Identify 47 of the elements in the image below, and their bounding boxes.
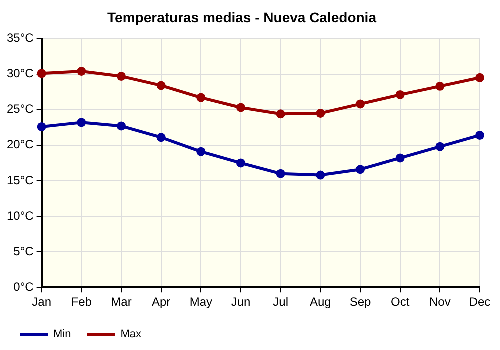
point [236,103,246,112]
point [156,81,166,90]
point [396,90,405,100]
point [156,133,166,142]
legend-label: Max [120,328,142,341]
y-tick-label: 15°C [7,173,34,188]
point [37,69,46,78]
point [436,82,445,91]
x-tick-label: Apr [152,295,171,310]
point [236,158,246,168]
point [316,108,326,118]
y-tick-label: 30°C [7,66,34,81]
x-tick-label: Feb [71,295,92,310]
x-tick-label: Oct [390,295,410,310]
point [196,147,206,156]
point [396,154,405,163]
point [476,73,484,82]
legend-label: Min [54,328,72,341]
chart-title: Temperaturas medias - Nueva Caledonia [108,9,377,26]
y-tick-label: 0°C [14,280,34,294]
point [77,67,86,76]
x-tick-label: Jan [32,295,52,310]
x-tick-label: Mar [111,295,132,310]
x-tick-label: Jul [273,295,288,310]
x-tick-label: Sep [350,295,372,310]
point [356,165,365,174]
x-tick-label: Aug [310,295,332,310]
y-tick-label: 25°C [7,102,34,116]
point [476,130,484,140]
y-tick-label: 5°C [14,244,34,258]
point [356,100,365,109]
y-tick-label: 10°C [7,208,34,223]
x-tick-label: Nov [429,295,451,310]
x-tick-label: Dec [469,295,491,310]
point [116,122,126,131]
point [436,142,445,152]
point [37,122,46,132]
y-tick-label: 20°C [7,138,34,152]
point [316,170,326,180]
point [276,169,286,178]
y-tick-label: 35°C [7,31,34,46]
point [116,72,126,81]
point [196,93,206,102]
point [77,118,86,128]
x-tick-label: May [190,295,212,310]
x-tick-label: Jun [231,295,251,310]
point [276,110,286,119]
